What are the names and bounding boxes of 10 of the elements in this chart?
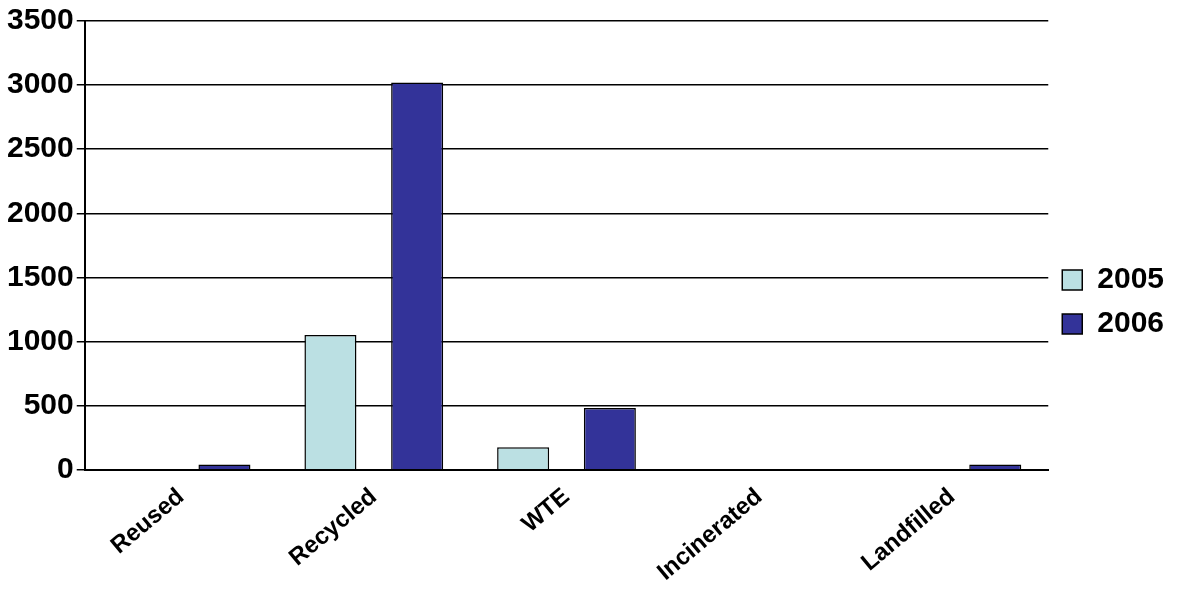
y-tick-label: 500	[23, 386, 74, 420]
legend-label: 2005	[1097, 261, 1165, 295]
y-tick-label: 1000	[6, 322, 74, 356]
y-tick-label: 2000	[6, 194, 74, 228]
y-tick-label: 2500	[6, 130, 74, 164]
legend-label: 2006	[1097, 305, 1165, 339]
y-tick-label: 0	[57, 450, 74, 484]
y-tick-label: 3500	[6, 2, 74, 36]
y-tick-label: 1500	[6, 258, 74, 292]
y-tick-label: 3000	[6, 66, 74, 100]
